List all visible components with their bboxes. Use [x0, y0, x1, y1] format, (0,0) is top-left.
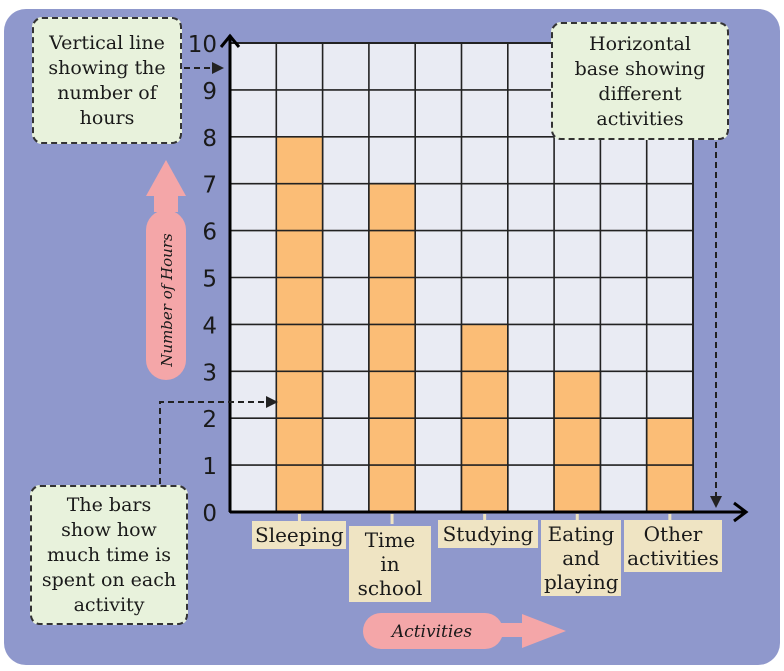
y-tick-label: 3 — [202, 360, 217, 386]
category-label-line: school — [357, 576, 423, 600]
callout-horizontal-base: Horizontal base showing different activi… — [551, 22, 729, 140]
callout-line: number of — [57, 82, 157, 104]
callout-line: Horizontal — [589, 33, 691, 55]
connector-arrowheads — [212, 62, 722, 508]
category-label-line: Time in — [364, 528, 416, 576]
y-tick-label: 8 — [202, 126, 217, 152]
callout-line: hours — [79, 107, 135, 129]
callout-line: show how — [61, 519, 157, 541]
callout-line: showing the — [48, 57, 166, 79]
callout-line: different — [598, 83, 682, 105]
bar — [554, 371, 601, 512]
y-tick-label: 9 — [202, 79, 217, 105]
category-label: Eating and playing — [541, 520, 621, 596]
callout-line: activity — [73, 594, 145, 616]
y-tick-label: 10 — [188, 32, 217, 58]
y-tick-label: 4 — [202, 313, 217, 339]
category-label-line: playing — [544, 570, 619, 594]
y-tick-label: 7 — [202, 173, 217, 199]
y-tick-label: 2 — [202, 407, 217, 433]
category-label: Sleeping — [252, 521, 346, 549]
callout-line: activities — [596, 108, 684, 130]
category-label-line: Other — [643, 522, 703, 546]
connector-bars — [159, 401, 268, 484]
y-tick-label: 0 — [202, 501, 217, 527]
y-tick-label: 6 — [202, 220, 217, 246]
y-tick-labels: 0 1 2 3 4 5 6 7 8 9 10 — [188, 32, 217, 527]
callout-line: The bars — [66, 494, 152, 516]
category-label-line: Sleeping — [255, 523, 344, 547]
y-label-arrow: Number of Hours — [146, 160, 186, 380]
callout-line: Vertical line — [49, 32, 165, 54]
y-tick-label: 5 — [202, 267, 217, 293]
callout-line: spent on each — [41, 569, 177, 591]
y-axis-arrowhead — [219, 33, 241, 48]
category-label: Time in school — [349, 526, 431, 602]
y-tick-label: 1 — [202, 454, 217, 480]
x-axis-arrowhead — [733, 501, 749, 523]
bar — [368, 183, 416, 512]
x-label-arrow: Activities — [363, 613, 566, 649]
callout-bars: The bars show how much time is spent on … — [30, 485, 188, 625]
callout-vertical-line: Vertical line showing the number of hour… — [32, 17, 182, 144]
category-label-line: activities — [627, 546, 719, 570]
category-label-line: Eating — [547, 522, 615, 546]
category-label-line: and — [562, 546, 600, 570]
category-label-line: Studying — [442, 522, 534, 546]
category-label: Studying — [438, 520, 538, 548]
y-axis-label: Number of Hours — [158, 233, 176, 368]
category-label: Other activities — [624, 520, 722, 572]
callout-line: base showing — [574, 58, 706, 80]
x-axis-label: Activities — [390, 622, 472, 642]
callout-line: much time is — [46, 544, 171, 566]
callout-connectors — [159, 67, 717, 497]
